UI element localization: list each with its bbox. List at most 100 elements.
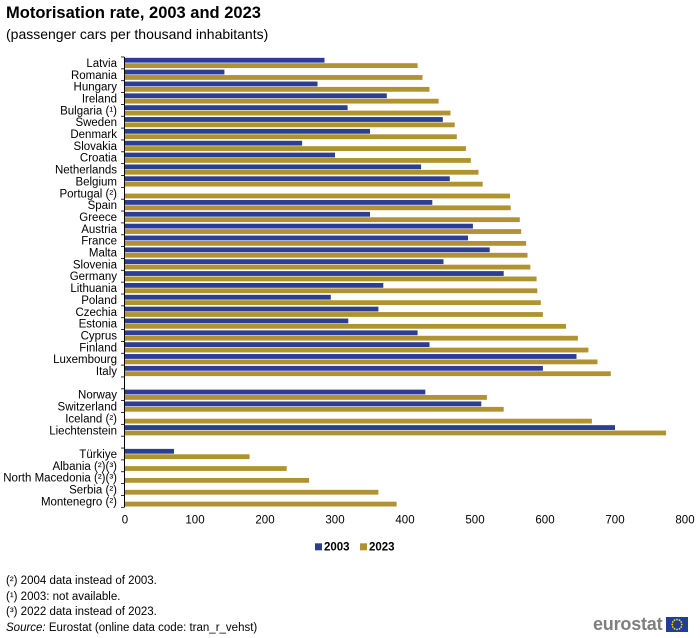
category-label-sweden: Sweden [75, 117, 117, 129]
chart-subtitle: (passenger cars per thousand inhabitants… [6, 26, 269, 42]
category-label-austria: Austria [81, 224, 117, 236]
legend-label-2003: 2003 [324, 541, 350, 553]
bar-2023-switzerland [125, 406, 504, 412]
bar-2023-spain [125, 205, 511, 211]
footnotes: (²) 2004 data instead of 2003. (¹) 2003:… [6, 574, 257, 636]
bar-2003-poland [125, 294, 331, 300]
axes [121, 56, 125, 508]
x-tick-label-400: 400 [395, 514, 414, 526]
x-tick-label-300: 300 [325, 514, 344, 526]
bar-2023-ireland [125, 98, 439, 104]
category-label-greece: Greece [79, 212, 117, 224]
chart-title: Motorisation rate, 2003 and 2023 [6, 4, 261, 22]
bar-2023-liechtenstein [125, 430, 667, 436]
logo-text: eurostat [593, 614, 663, 634]
legend: 2003 2023 [315, 541, 395, 553]
category-label-portugal: Portugal (²) [59, 188, 117, 200]
bar-2023-albania [125, 466, 287, 471]
source-label: Source: [6, 621, 46, 634]
bar-2003-hungary [125, 81, 318, 87]
bar-2003-lithuania [125, 282, 384, 288]
bar-2023-montenegro [125, 501, 397, 507]
category-label-t-rkiye: Türkiye [79, 449, 117, 461]
category-label-switzerland: Switzerland [58, 402, 117, 414]
x-tick-label-500: 500 [465, 514, 484, 526]
bar-2003-slovenia [125, 259, 444, 265]
bar-2003-croatia [125, 152, 335, 158]
bar-2023-croatia [125, 158, 471, 163]
bar-2023-netherlands [125, 169, 479, 175]
source-text: Eurostat (online data code: tran_r_vehst… [45, 621, 258, 634]
legend-label-2023: 2023 [369, 541, 395, 553]
bar-2023-denmark [125, 134, 457, 140]
category-label-italy: Italy [96, 366, 117, 378]
legend-swatch-2023 [360, 543, 367, 551]
bar-2023-sweden [125, 122, 455, 128]
bar-2003-norway [125, 389, 426, 395]
category-label-latvia: Latvia [86, 58, 117, 70]
bar-2023-germany [125, 276, 537, 282]
bar-2003-latvia [125, 57, 325, 63]
category-label-luxembourg: Luxembourg [53, 354, 117, 366]
category-label-albania: Albania (²)(³) [52, 461, 117, 473]
category-label-slovenia: Slovenia [73, 259, 118, 271]
bar-2003-liechtenstein [125, 425, 615, 430]
category-label-norway: Norway [78, 390, 117, 402]
bar-2023-t-rkiye [125, 454, 250, 460]
category-label-romania: Romania [71, 70, 118, 82]
category-label-hungary: Hungary [74, 82, 118, 94]
bar-2003-finland [125, 342, 430, 348]
bar-2003-czechia [125, 306, 379, 312]
bar-2023-poland [125, 300, 541, 306]
category-label-germany: Germany [70, 271, 118, 283]
bar-2003-germany [125, 271, 504, 276]
category-label-bulgaria: Bulgaria (¹) [60, 105, 117, 117]
category-label-liechtenstein: Liechtenstein [49, 425, 117, 437]
x-tick-labels: 0 100 200 300 400 500 600 700 800 [122, 514, 695, 526]
bar-2023-estonia [125, 323, 566, 329]
bar-2003-netherlands [125, 164, 422, 170]
bar-2003-italy [125, 365, 543, 371]
category-label-netherlands: Netherlands [55, 165, 117, 177]
category-label-slovakia: Slovakia [74, 141, 118, 153]
eu-flag-icon [666, 617, 689, 632]
bar-2023-norway [125, 395, 487, 400]
category-label-ireland: Ireland [82, 93, 117, 105]
bar-2023-serbia [125, 489, 379, 495]
legend-swatch-2003 [315, 543, 322, 551]
source-line: Source: Eurostat (online data code: tran… [6, 621, 257, 637]
bar-2003-ireland [125, 93, 387, 99]
bar-2023-greece [125, 217, 520, 223]
bar-2003-spain [125, 200, 433, 205]
footnote-2003-na: (¹) 2003: not available. [6, 590, 121, 603]
bar-2023-malta [125, 252, 528, 258]
category-label-croatia: Croatia [80, 153, 118, 165]
bar-2023-finland [125, 347, 589, 353]
bar-2023-austria [125, 229, 522, 234]
category-label-iceland: Iceland (²) [65, 413, 117, 425]
category-label-finland: Finland [79, 342, 117, 354]
category-label-czechia: Czechia [75, 307, 117, 319]
category-label-lithuania: Lithuania [70, 283, 117, 295]
x-tick-label-100: 100 [185, 514, 204, 526]
category-label-serbia: Serbia (²) [69, 485, 117, 497]
bar-2023-italy [125, 371, 611, 377]
category-label-belgium: Belgium [75, 176, 117, 188]
bar-2003-estonia [125, 318, 349, 324]
bar-2023-luxembourg [125, 359, 598, 365]
footnote-2004: (²) 2004 data instead of 2003. [6, 575, 157, 587]
category-label-poland: Poland [81, 295, 117, 307]
category-label-estonia: Estonia [79, 319, 118, 331]
bars [125, 57, 667, 507]
category-label-montenegro: Montenegro (²) [41, 496, 117, 508]
bar-2023-portugal [125, 193, 510, 199]
x-tick-label-600: 600 [535, 514, 554, 526]
bar-2023-slovakia [125, 146, 466, 151]
bar-2003-austria [125, 223, 473, 229]
bar-2023-bulgaria [125, 110, 451, 116]
bar-2023-belgium [125, 181, 483, 187]
bar-2023-lithuania [125, 288, 538, 294]
bar-2023-france [125, 240, 527, 246]
